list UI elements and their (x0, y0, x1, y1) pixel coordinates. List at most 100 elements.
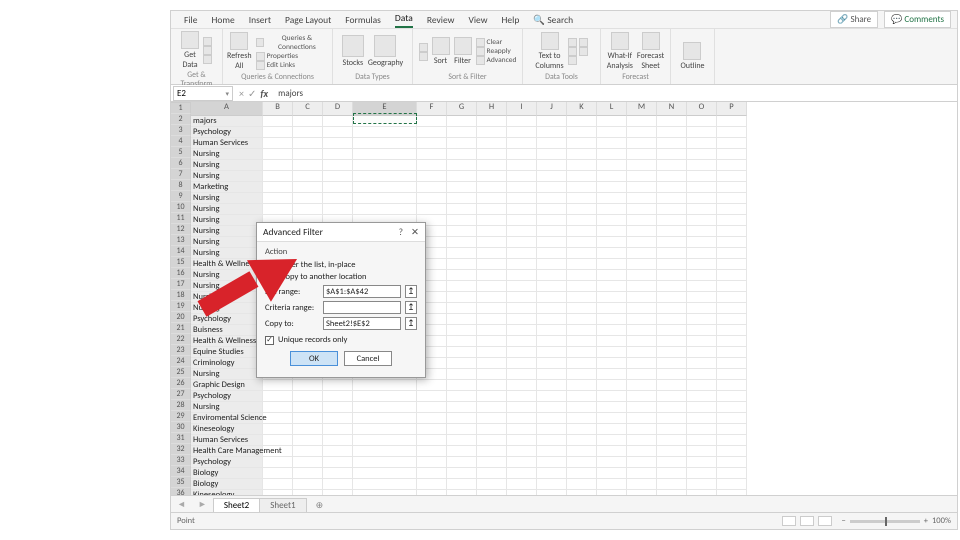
cell[interactable] (627, 182, 657, 193)
cell[interactable]: Health Care Management (191, 446, 263, 457)
cell[interactable] (447, 237, 477, 248)
cell[interactable] (417, 435, 447, 446)
cell[interactable] (717, 457, 747, 468)
cell[interactable] (417, 402, 447, 413)
cell[interactable] (477, 391, 507, 402)
cell[interactable] (263, 149, 293, 160)
cell[interactable] (657, 215, 687, 226)
refresh-all-button[interactable]: Refresh All (227, 32, 252, 71)
zoom-slider[interactable]: −+ 100% (842, 516, 951, 526)
cell[interactable] (537, 446, 567, 457)
cell[interactable] (717, 193, 747, 204)
cell[interactable] (657, 347, 687, 358)
cell[interactable]: Kineseology (191, 490, 263, 495)
cell[interactable] (627, 424, 657, 435)
cell[interactable] (687, 446, 717, 457)
row-header[interactable]: 24 (171, 356, 191, 367)
cell[interactable] (537, 314, 567, 325)
cell[interactable] (537, 248, 567, 259)
cell[interactable] (717, 303, 747, 314)
cell[interactable] (507, 490, 537, 495)
cell[interactable] (263, 413, 293, 424)
tab-review[interactable]: Review (420, 14, 462, 26)
cell[interactable]: Psychology (191, 457, 263, 468)
cell[interactable] (323, 149, 353, 160)
cell[interactable] (537, 369, 567, 380)
cell[interactable] (567, 358, 597, 369)
cancel-button[interactable]: Cancel (344, 351, 392, 366)
cell[interactable] (323, 171, 353, 182)
cell[interactable] (293, 457, 323, 468)
cell[interactable] (477, 182, 507, 193)
cell[interactable] (717, 358, 747, 369)
cell[interactable]: Nursing (191, 204, 263, 215)
dialog-help-icon[interactable]: ? (399, 226, 403, 238)
cell[interactable] (687, 226, 717, 237)
row-header[interactable]: 3 (171, 125, 191, 136)
cell[interactable] (597, 391, 627, 402)
cell[interactable]: Equine Studies (191, 347, 263, 358)
cell[interactable] (417, 171, 447, 182)
cell[interactable] (417, 391, 447, 402)
cell[interactable] (507, 457, 537, 468)
row-header[interactable]: 32 (171, 444, 191, 455)
cell[interactable] (263, 138, 293, 149)
forecast-sheet-button[interactable]: Forecast Sheet (637, 32, 664, 71)
cell[interactable] (567, 369, 597, 380)
cell[interactable] (687, 358, 717, 369)
cell[interactable] (627, 468, 657, 479)
cell[interactable] (447, 336, 477, 347)
cell[interactable]: Psychology (191, 314, 263, 325)
row-header[interactable]: 29 (171, 411, 191, 422)
cell[interactable] (293, 193, 323, 204)
cell[interactable] (687, 336, 717, 347)
cell[interactable] (263, 127, 293, 138)
cell[interactable] (567, 435, 597, 446)
cell[interactable] (537, 358, 567, 369)
cell[interactable] (597, 479, 627, 490)
column-header[interactable]: C (293, 102, 323, 116)
row-header[interactable]: 8 (171, 180, 191, 191)
cell[interactable] (447, 292, 477, 303)
cell[interactable] (353, 127, 417, 138)
cell[interactable] (717, 116, 747, 127)
cell[interactable] (447, 479, 477, 490)
cell[interactable] (447, 281, 477, 292)
cell[interactable] (477, 435, 507, 446)
cell[interactable] (567, 479, 597, 490)
cell[interactable] (477, 215, 507, 226)
cell[interactable] (717, 160, 747, 171)
cell[interactable] (293, 138, 323, 149)
cell[interactable] (417, 204, 447, 215)
cell[interactable] (447, 193, 477, 204)
cell[interactable] (507, 226, 537, 237)
cell[interactable] (353, 457, 417, 468)
cell[interactable] (477, 468, 507, 479)
cell[interactable] (567, 292, 597, 303)
cell[interactable] (447, 413, 477, 424)
cell[interactable] (263, 446, 293, 457)
cell[interactable] (537, 215, 567, 226)
cell[interactable] (537, 424, 567, 435)
cell[interactable]: Nursing (191, 303, 263, 314)
cell[interactable] (597, 292, 627, 303)
cell[interactable] (717, 270, 747, 281)
cell[interactable] (657, 457, 687, 468)
cell[interactable] (293, 182, 323, 193)
cell[interactable] (717, 446, 747, 457)
cell[interactable] (417, 160, 447, 171)
cell[interactable] (353, 490, 417, 495)
cell[interactable] (447, 358, 477, 369)
row-header[interactable]: 16 (171, 268, 191, 279)
column-header[interactable]: M (627, 102, 657, 116)
cell[interactable] (717, 127, 747, 138)
cell[interactable]: majors (191, 116, 263, 127)
cell[interactable] (447, 490, 477, 495)
cell[interactable] (687, 479, 717, 490)
cell[interactable] (447, 435, 477, 446)
cell[interactable] (263, 193, 293, 204)
cell[interactable] (567, 303, 597, 314)
row-header[interactable]: 2 (171, 114, 191, 125)
cell[interactable] (627, 116, 657, 127)
cell[interactable] (447, 215, 477, 226)
